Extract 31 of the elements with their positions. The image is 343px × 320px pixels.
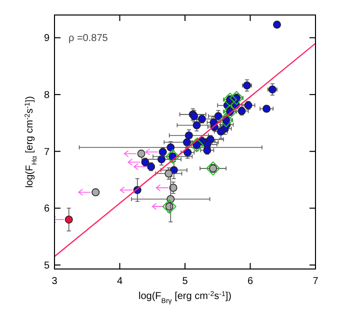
point (230, 90, 244, 105)
x-tick-label: 6 (247, 276, 254, 287)
y-tick-label: 9 (44, 33, 50, 44)
x-tick-label: 4 (116, 276, 123, 287)
point (184, 131, 193, 140)
point (273, 20, 282, 29)
x-tick-label: 3 (52, 276, 58, 287)
point (190, 112, 198, 120)
point (64, 216, 73, 224)
point (198, 114, 206, 123)
point (216, 127, 225, 136)
x-tick-label: 7 (312, 276, 319, 287)
point (223, 92, 238, 107)
y-tick-label: 5 (44, 260, 50, 272)
point (184, 148, 192, 157)
point (166, 143, 175, 152)
annotation: ρ =0.875 (68, 33, 108, 44)
point (192, 121, 201, 130)
point (203, 146, 212, 154)
point (206, 161, 220, 176)
point (268, 85, 276, 94)
point (164, 170, 173, 178)
y-tick-label: 7 (44, 146, 50, 158)
point (162, 199, 176, 214)
point (262, 104, 271, 113)
y-tick-label: 6 (44, 204, 50, 215)
point (242, 81, 251, 90)
x-tick-label: 5 (182, 276, 188, 287)
x-axis-title: log(F$_{Brγ}$ [erg cm$^{-2}$s$^{-1}$]) (138, 290, 232, 304)
point (158, 155, 166, 164)
y-tick-label: 8 (44, 90, 50, 102)
